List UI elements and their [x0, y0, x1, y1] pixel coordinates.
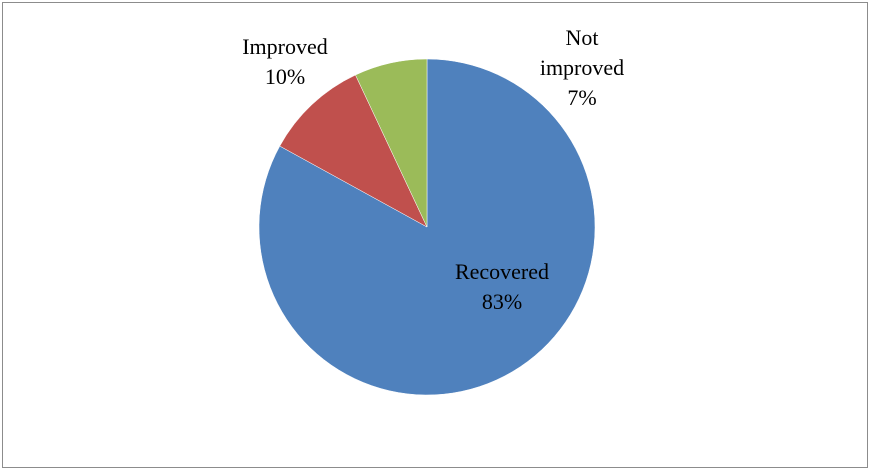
pie-slice-not-improved	[355, 58, 428, 228]
data-label-not-improved: Not improved 7%	[540, 25, 624, 110]
pie-slice-improved	[279, 74, 428, 228]
pie-slice-recovered	[258, 58, 596, 396]
data-label-improved: Improved 10%	[242, 34, 328, 89]
data-label-recovered: Recovered 83%	[455, 259, 549, 314]
